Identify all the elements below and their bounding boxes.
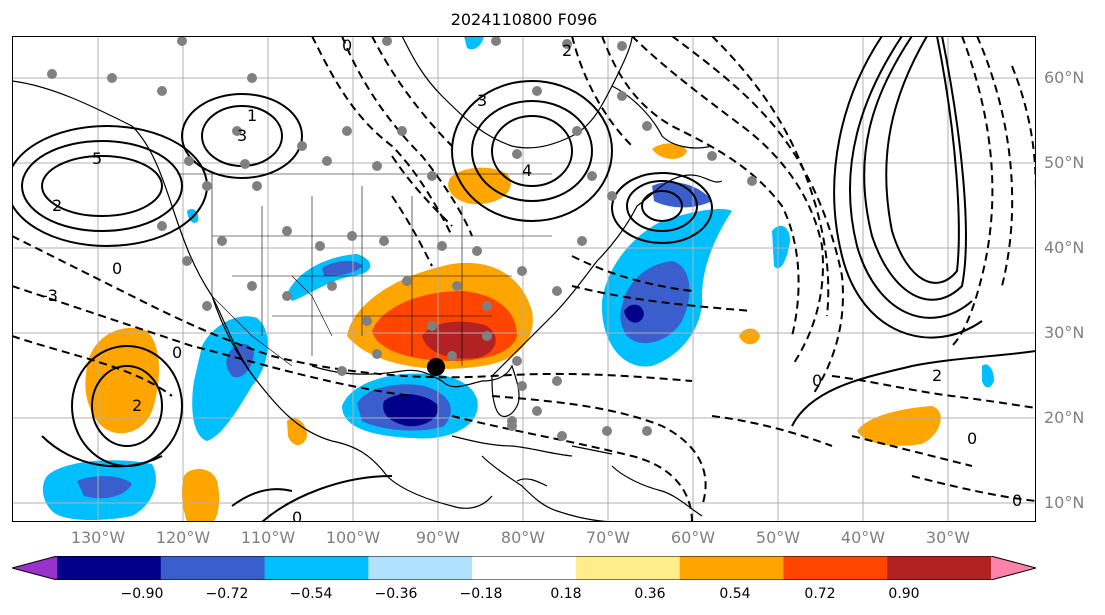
shade-darkred-gulf [422, 321, 496, 359]
colorbar-segments [12, 556, 1036, 580]
colorbar-tick: −0.90 [120, 586, 164, 602]
contour-label: 5 [92, 149, 102, 168]
lon-label-120w: 120°W [155, 528, 211, 547]
contour-labels: 3 4 5 0 0 2 0 2 0 0 1 0 2 -3 0 2 3 [42, 36, 1022, 522]
lon-label-50w: 50°W [755, 528, 801, 547]
lat-label-20n: 20°N [1044, 408, 1085, 427]
colorbar-tick: 0.54 [719, 586, 751, 602]
lat-label-30n: 30°N [1044, 323, 1085, 342]
shade-blue-plains [322, 260, 362, 276]
lon-label-70w: 70°W [585, 528, 631, 547]
contour-label: 3 [477, 91, 487, 110]
colorbar-segment [472, 556, 577, 580]
contour-label: 0 [812, 371, 822, 390]
lat-label-60n: 60°N [1044, 68, 1085, 87]
shade-navy-atlantic [624, 304, 644, 323]
contour-low-pacific [41, 155, 163, 217]
colorbar-extend-low [12, 556, 57, 580]
colorbar-tick: −0.54 [289, 586, 333, 602]
shade-lightblue-canada [464, 36, 484, 50]
colorbar-segment [783, 556, 888, 580]
shade-lightblue-e [982, 364, 994, 388]
shade-orange-mexico [181, 469, 220, 522]
lon-label-90w: 90°W [415, 528, 461, 547]
contour-label: 1 [247, 106, 257, 125]
contour-label: -3 [42, 286, 58, 305]
solid-contours [12, 36, 1036, 522]
colorbar-tick: −0.72 [205, 586, 249, 602]
shade-blue-sw [77, 476, 132, 499]
shade-orange-atlantic-e [857, 406, 941, 446]
coastlines [12, 36, 723, 522]
political-borders [177, 173, 552, 367]
colorbar-tick: −0.18 [459, 586, 503, 602]
contour-label: 0 [967, 429, 977, 448]
lon-label-40w: 40°W [840, 528, 886, 547]
location-marker [427, 358, 445, 376]
lat-label-10n: 10°N [1044, 493, 1085, 512]
colorbar-segment [57, 556, 162, 580]
colorbar-tick: 0.72 [804, 586, 836, 602]
colorbar-segment [264, 556, 369, 580]
lon-label-130w: 130°W [70, 528, 126, 547]
shade-blue-westcoast [226, 343, 254, 378]
colorbar-segment [575, 556, 681, 580]
lon-label-100w: 100°W [325, 528, 381, 547]
contour-label: 3 [237, 126, 247, 145]
map-title: 2024110800 F096 [450, 10, 598, 29]
colorbar-tick: 0.90 [888, 586, 920, 602]
shade-orange-pacific [85, 327, 159, 434]
colorbar [12, 556, 1036, 580]
map-frame [12, 36, 1036, 522]
colorbar-tick: −0.36 [374, 586, 418, 602]
contour-label: 2 [132, 396, 142, 415]
colorbar-segment [679, 556, 784, 580]
lat-label-40n: 40°N [1044, 238, 1085, 257]
contour-label: 0 [112, 259, 122, 278]
lon-label-60w: 60°W [670, 528, 716, 547]
lon-label-110w: 110°W [240, 528, 296, 547]
contour-label: 0 [292, 508, 302, 522]
colorbar-segment [368, 556, 473, 580]
shade-orange-small2 [652, 143, 687, 159]
colorbar-segment [887, 556, 992, 580]
shade-orange-small3 [287, 418, 307, 445]
shade-orange-small1 [739, 328, 760, 345]
lat-label-50n: 50°N [1044, 153, 1085, 172]
map-canvas: 3 4 5 0 0 2 0 2 0 0 1 0 2 -3 0 2 3 [12, 36, 1036, 522]
contour-label: 0 [172, 343, 182, 362]
contour-label: 0 [1012, 491, 1022, 510]
shade-orange-greatlakes [448, 167, 511, 205]
contour-label: 2 [52, 196, 62, 215]
colorbar-tick: 0.36 [634, 586, 666, 602]
lon-label-30w: 30°W [925, 528, 971, 547]
shade-lightblue-ne [772, 225, 790, 269]
station-dots [47, 36, 757, 441]
contour-label: 0 [342, 36, 352, 55]
contour-label: 2 [562, 41, 572, 60]
colorbar-tick: 0.18 [550, 586, 582, 602]
colorbar-extend-high [991, 556, 1036, 580]
map-panel: 3 4 5 0 0 2 0 2 0 0 1 0 2 -3 0 2 3 [12, 36, 1036, 522]
contour-label: 2 [932, 366, 942, 385]
lon-label-80w: 80°W [500, 528, 546, 547]
contour-label: 4 [522, 161, 532, 180]
colorbar-segment [160, 556, 266, 580]
